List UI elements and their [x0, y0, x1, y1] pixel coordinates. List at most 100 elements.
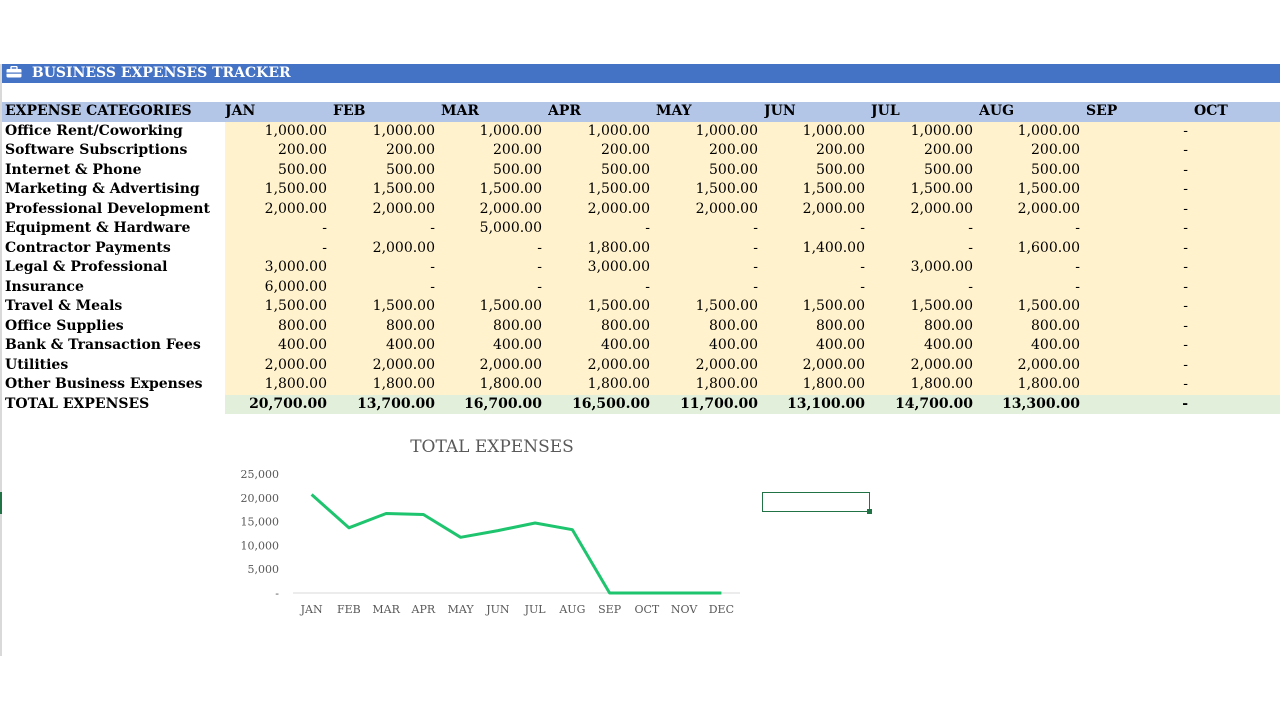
- value-cell[interactable]: 2,000.00: [764, 199, 871, 219]
- value-cell[interactable]: 1,500.00: [548, 297, 656, 317]
- value-cell[interactable]: 800.00: [225, 316, 333, 336]
- value-cell[interactable]: 800.00: [871, 316, 979, 336]
- value-cell[interactable]: 1,500.00: [871, 180, 979, 200]
- value-cell[interactable]: -: [441, 238, 548, 258]
- value-cell[interactable]: 800.00: [441, 316, 548, 336]
- value-cell[interactable]: -: [333, 277, 441, 297]
- value-cell[interactable]: -: [548, 219, 656, 239]
- value-cell[interactable]: 6,000.00: [225, 277, 333, 297]
- category-cell[interactable]: Marketing & Advertising: [5, 181, 200, 198]
- value-cell[interactable]: 1,800.00: [225, 375, 333, 395]
- value-cell[interactable]: 500.00: [441, 160, 548, 180]
- value-cell[interactable]: 1,500.00: [656, 297, 764, 317]
- header-month-jun[interactable]: JUN: [764, 102, 871, 122]
- total-value-cell[interactable]: 16,700.00: [441, 394, 548, 414]
- value-cell[interactable]: -: [656, 238, 764, 258]
- value-cell[interactable]: -: [333, 258, 441, 278]
- value-cell[interactable]: 400.00: [225, 336, 333, 356]
- value-cell[interactable]: -: [1086, 258, 1194, 278]
- value-cell[interactable]: -: [1086, 375, 1194, 395]
- value-cell[interactable]: 200.00: [871, 141, 979, 161]
- value-cell[interactable]: 1,800.00: [979, 375, 1086, 395]
- value-cell[interactable]: 400.00: [764, 336, 871, 356]
- value-cell[interactable]: 3,000.00: [871, 258, 979, 278]
- value-cell[interactable]: 500.00: [656, 160, 764, 180]
- value-cell[interactable]: 200.00: [548, 141, 656, 161]
- category-cell[interactable]: Office Supplies: [5, 317, 124, 334]
- value-cell[interactable]: 200.00: [441, 141, 548, 161]
- value-cell[interactable]: -: [1194, 375, 1280, 395]
- value-cell[interactable]: -: [1194, 277, 1280, 297]
- value-cell[interactable]: 1,500.00: [548, 180, 656, 200]
- value-cell[interactable]: 2,000.00: [548, 355, 656, 375]
- value-cell[interactable]: 1,600.00: [979, 238, 1086, 258]
- category-cell[interactable]: Office Rent/Coworking: [5, 122, 183, 139]
- header-expense-categories[interactable]: EXPENSE CATEGORIES: [2, 102, 225, 122]
- category-cell[interactable]: Travel & Meals: [5, 298, 123, 315]
- value-cell[interactable]: -: [1194, 141, 1280, 161]
- value-cell[interactable]: 1,500.00: [979, 297, 1086, 317]
- value-cell[interactable]: 1,500.00: [225, 180, 333, 200]
- header-month-sep[interactable]: SEP: [1086, 102, 1194, 122]
- value-cell[interactable]: 400.00: [656, 336, 764, 356]
- value-cell[interactable]: 2,000.00: [441, 355, 548, 375]
- total-expenses-chart[interactable]: TOTAL EXPENSES JAN FEB MAR APR MAY JUN JUL AUG S…: [225, 430, 755, 630]
- value-cell[interactable]: -: [1086, 160, 1194, 180]
- value-cell[interactable]: -: [1194, 336, 1280, 356]
- value-cell[interactable]: 200.00: [225, 141, 333, 161]
- value-cell[interactable]: 1,000.00: [333, 121, 441, 141]
- value-cell[interactable]: -: [656, 258, 764, 278]
- value-cell[interactable]: -: [1194, 316, 1280, 336]
- value-cell[interactable]: -: [1194, 355, 1280, 375]
- header-month-apr[interactable]: APR: [548, 102, 656, 122]
- category-cell[interactable]: Legal & Professional: [5, 259, 168, 276]
- value-cell[interactable]: 5,000.00: [441, 219, 548, 239]
- value-cell[interactable]: -: [1194, 160, 1280, 180]
- value-cell[interactable]: -: [333, 219, 441, 239]
- value-cell[interactable]: 200.00: [333, 141, 441, 161]
- value-cell[interactable]: 2,000.00: [441, 199, 548, 219]
- value-cell[interactable]: 400.00: [979, 336, 1086, 356]
- value-cell[interactable]: 1,500.00: [764, 180, 871, 200]
- value-cell[interactable]: 1,400.00: [764, 238, 871, 258]
- value-cell[interactable]: -: [871, 238, 979, 258]
- value-cell[interactable]: 1,800.00: [764, 375, 871, 395]
- value-cell[interactable]: 1,800.00: [656, 375, 764, 395]
- value-cell[interactable]: 2,000.00: [333, 355, 441, 375]
- value-cell[interactable]: -: [1194, 297, 1280, 317]
- value-cell[interactable]: -: [225, 219, 333, 239]
- header-month-jul[interactable]: JUL: [871, 102, 979, 122]
- value-cell[interactable]: 1,800.00: [548, 238, 656, 258]
- value-cell[interactable]: -: [1086, 238, 1194, 258]
- header-month-may[interactable]: MAY: [656, 102, 764, 122]
- value-cell[interactable]: 200.00: [979, 141, 1086, 161]
- value-cell[interactable]: 1,000.00: [871, 121, 979, 141]
- value-cell[interactable]: -: [1194, 219, 1280, 239]
- value-cell[interactable]: 1,000.00: [441, 121, 548, 141]
- category-cell[interactable]: Professional Development: [5, 200, 210, 217]
- category-cell[interactable]: Internet & Phone: [5, 161, 142, 178]
- value-cell[interactable]: -: [1194, 180, 1280, 200]
- category-cell[interactable]: Software Subscriptions: [5, 142, 188, 159]
- value-cell[interactable]: -: [1086, 297, 1194, 317]
- value-cell[interactable]: -: [764, 258, 871, 278]
- category-cell[interactable]: Bank & Transaction Fees: [5, 337, 201, 354]
- value-cell[interactable]: 1,500.00: [441, 180, 548, 200]
- value-cell[interactable]: -: [1086, 180, 1194, 200]
- value-cell[interactable]: -: [979, 258, 1086, 278]
- category-cell[interactable]: Other Business Expenses: [5, 376, 203, 393]
- value-cell[interactable]: 1,000.00: [979, 121, 1086, 141]
- value-cell[interactable]: 1,800.00: [548, 375, 656, 395]
- total-value-cell[interactable]: -: [1194, 394, 1280, 414]
- category-cell[interactable]: Insurance: [5, 278, 84, 295]
- value-cell[interactable]: 1,800.00: [441, 375, 548, 395]
- value-cell[interactable]: 800.00: [764, 316, 871, 336]
- value-cell[interactable]: -: [1086, 277, 1194, 297]
- value-cell[interactable]: 1,800.00: [871, 375, 979, 395]
- total-value-cell[interactable]: 16,500.00: [548, 394, 656, 414]
- fill-handle[interactable]: [867, 509, 872, 514]
- total-value-cell[interactable]: 13,700.00: [333, 394, 441, 414]
- value-cell[interactable]: 1,500.00: [441, 297, 548, 317]
- value-cell[interactable]: -: [1194, 238, 1280, 258]
- value-cell[interactable]: 1,500.00: [871, 297, 979, 317]
